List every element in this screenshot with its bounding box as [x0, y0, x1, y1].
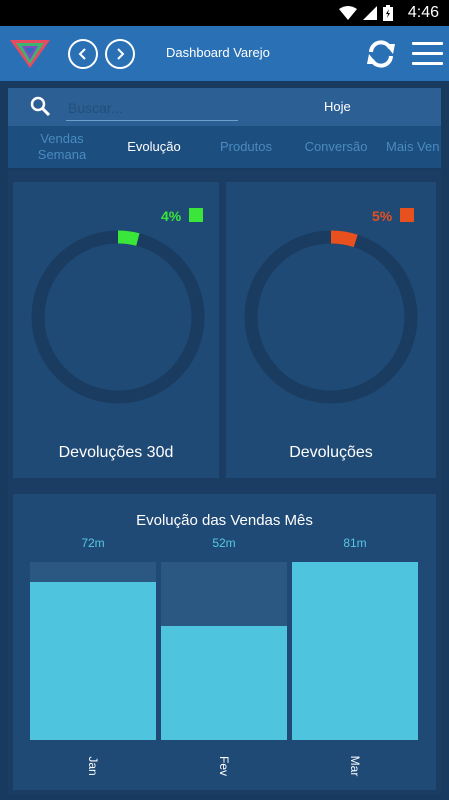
- category-label: Mar: [348, 755, 362, 777]
- gauge-percent: 5%: [372, 208, 393, 224]
- bar-value-label: 81m: [343, 536, 367, 550]
- page-title: Dashboard Varejo: [166, 45, 270, 60]
- search-input[interactable]: [66, 96, 238, 121]
- search-icon[interactable]: [30, 96, 50, 116]
- gauge-card-devolucoes-30d[interactable]: 4% Devoluções 30d: [13, 182, 219, 478]
- tab-label: Mais Ven: [386, 139, 440, 154]
- bar-chart-card: Evolução das Vendas Mês 72m Jan 52m Fev 81m M…: [13, 494, 436, 790]
- gauge-percent: 4%: [161, 208, 182, 224]
- back-button[interactable]: [68, 39, 98, 69]
- signal-icon: [363, 6, 377, 20]
- gauge-label: Devoluções 30d: [58, 444, 174, 461]
- gauge-ring: [31, 230, 205, 404]
- tab-label: Produtos: [219, 139, 273, 154]
- search-bar: Hoje: [8, 88, 441, 126]
- status-icons: [339, 5, 393, 21]
- gauge-ring: [244, 230, 418, 404]
- bar-jan[interactable]: [30, 582, 156, 740]
- app-bar: Dashboard Varejo: [0, 26, 449, 81]
- gauge-value-arc: [244, 230, 418, 404]
- gauge-label: Devoluções: [289, 444, 373, 461]
- bar-value-label: 72m: [81, 536, 105, 550]
- tab-label: Evolução: [127, 139, 181, 154]
- category-label: Fev: [217, 755, 231, 776]
- category-label: Jan: [86, 756, 100, 776]
- tab-vendas-semana[interactable]: Vendas Semana: [24, 126, 100, 168]
- gauge-legend-square: [400, 208, 414, 222]
- gauge-legend-square: [189, 208, 203, 222]
- status-bar: 4:46: [0, 0, 449, 26]
- gauge-track: [244, 230, 418, 404]
- battery-icon: [383, 5, 393, 21]
- tab-label: Conversão: [304, 139, 368, 154]
- tab-evolucao[interactable]: Evolução: [114, 126, 194, 168]
- clock: 4:46: [407, 4, 439, 21]
- tab-label: Vendas Semana: [37, 131, 87, 162]
- forward-button[interactable]: [105, 39, 135, 69]
- gauge-card-devolucoes[interactable]: 5% Devoluções: [226, 182, 436, 478]
- app-logo-icon: [10, 40, 50, 68]
- content-panel: 4% Devoluções 30d 5% Devoluções Evolução…: [8, 170, 441, 794]
- wifi-icon: [339, 6, 357, 20]
- period-selector[interactable]: Hoje: [324, 99, 351, 114]
- tab-bar: Vendas Semana Evolução Produtos Conversã…: [8, 126, 441, 168]
- refresh-icon[interactable]: [365, 38, 397, 70]
- tab-mais-vendidos[interactable]: Mais Ven: [386, 126, 441, 168]
- chevron-left-icon: [78, 48, 86, 60]
- tab-produtos[interactable]: Produtos: [208, 126, 284, 168]
- chart-title: Evolução das Vendas Mês: [136, 512, 313, 529]
- bar-value-label: 52m: [212, 536, 236, 550]
- chevron-right-icon: [117, 48, 125, 60]
- gauge-value-arc: [31, 230, 205, 404]
- gauge-track: [31, 230, 205, 404]
- bar-mar[interactable]: [292, 562, 418, 740]
- menu-icon[interactable]: [412, 42, 443, 66]
- bar-fev[interactable]: [161, 626, 287, 740]
- tab-conversao[interactable]: Conversão: [298, 126, 374, 168]
